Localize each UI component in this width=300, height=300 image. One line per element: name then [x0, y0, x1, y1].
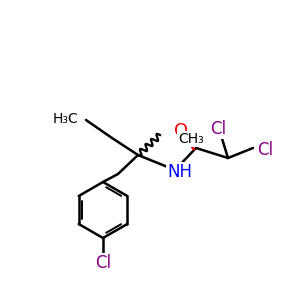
Text: Cl: Cl: [95, 254, 111, 272]
Text: H₃C: H₃C: [52, 112, 78, 126]
Text: O: O: [174, 122, 188, 140]
Text: NH: NH: [167, 163, 193, 181]
Text: Cl: Cl: [257, 141, 273, 159]
Text: CH₃: CH₃: [178, 132, 204, 146]
Text: Cl: Cl: [210, 120, 226, 138]
